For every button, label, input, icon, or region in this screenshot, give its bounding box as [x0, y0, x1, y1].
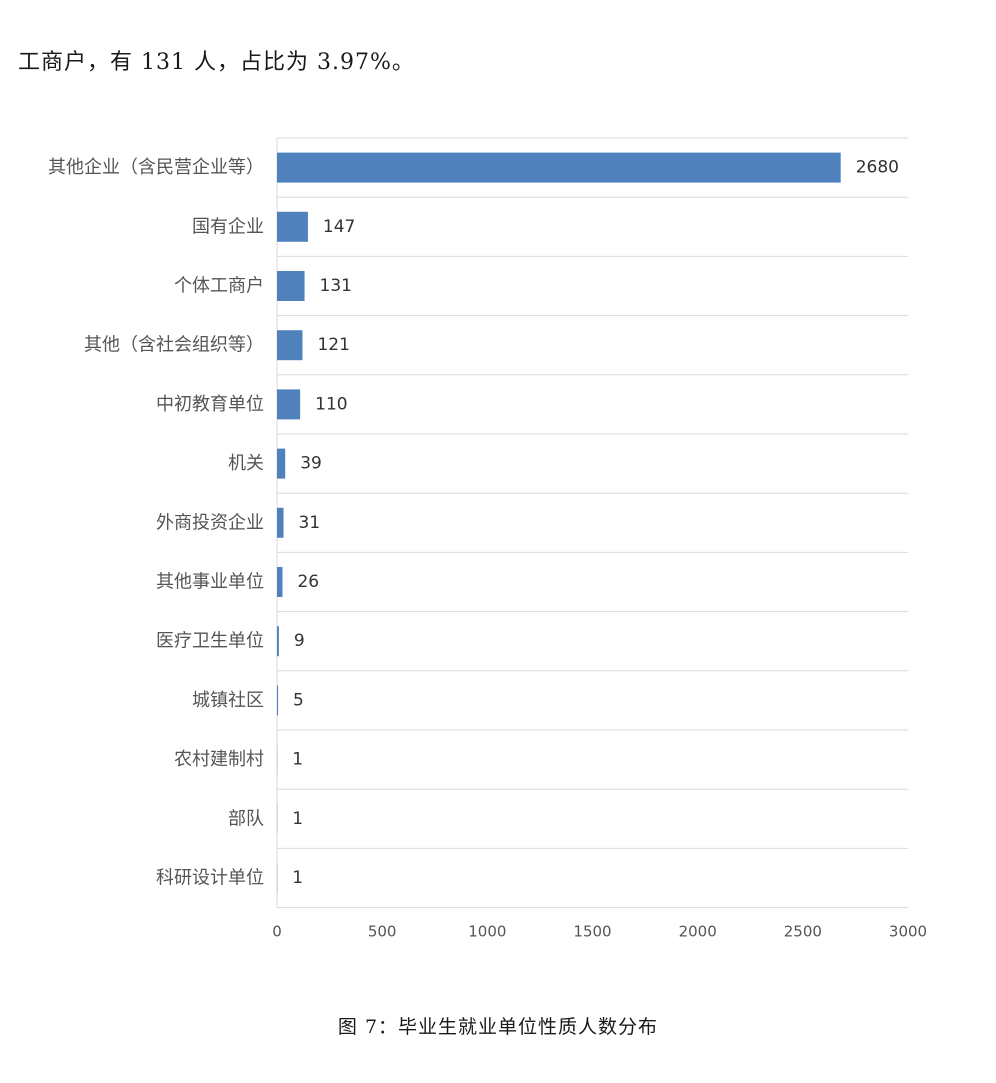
x-tick-label: 2500: [784, 923, 822, 941]
data-label: 1: [292, 809, 303, 829]
x-axis-tick-labels: 0 500 1000 1500 2000 2500 3000: [272, 923, 927, 941]
x-tick-label: 2000: [679, 923, 717, 941]
gridlines: [276, 137, 908, 909]
category-label: 个体工商户: [174, 276, 264, 297]
bars: [277, 152, 841, 893]
data-label: 31: [299, 513, 321, 533]
category-label: 外商投资企业: [156, 512, 264, 533]
bar: [277, 271, 305, 301]
category-label: 国有企业: [192, 216, 264, 237]
data-label: 121: [317, 335, 349, 355]
category-label: 中初教育单位: [156, 394, 264, 415]
bar: [277, 152, 841, 183]
category-label: 科研设计单位: [156, 868, 264, 889]
data-label: 131: [320, 276, 352, 296]
bar: [277, 567, 283, 597]
data-label: 5: [293, 690, 304, 710]
bar: [277, 211, 308, 242]
category-label: 部队: [228, 808, 264, 829]
bar: [277, 626, 279, 657]
category-label: 其他事业单位: [156, 572, 264, 593]
x-tick-label: 3000: [889, 923, 927, 941]
data-label: 39: [300, 454, 322, 474]
data-label: 1: [292, 750, 303, 770]
bar: [277, 330, 303, 361]
x-tick-label: 500: [368, 923, 397, 941]
figure-caption: 图 7：毕业生就业单位性质人数分布: [337, 1016, 659, 1038]
data-labels: 2680 147 131 121 110 39 31 26 9 5 1 1 1: [292, 158, 899, 888]
intro-paragraph: 工商户，有 131 人，占比为 3.97%。: [18, 50, 415, 75]
bar: [277, 507, 284, 538]
category-label: 农村建制村: [174, 749, 264, 770]
category-label: 医疗卫生单位: [156, 631, 264, 652]
category-label: 机关: [228, 453, 264, 474]
data-label: 147: [323, 217, 355, 237]
x-tick-label: 0: [272, 923, 282, 941]
category-label: 其他（含社会组织等）: [84, 335, 264, 356]
data-label: 110: [315, 394, 347, 414]
category-label: 其他企业（含民营企业等）: [48, 157, 264, 178]
category-label: 城镇社区: [192, 690, 264, 711]
bar: [277, 448, 286, 479]
bar: [277, 685, 279, 716]
data-label: 2680: [856, 158, 899, 178]
x-tick-label: 1000: [468, 923, 506, 941]
x-tick-label: 1500: [573, 923, 611, 941]
data-label: 1: [292, 868, 303, 888]
data-label: 26: [297, 572, 319, 592]
bar: [277, 389, 301, 420]
data-label: 9: [294, 631, 305, 651]
